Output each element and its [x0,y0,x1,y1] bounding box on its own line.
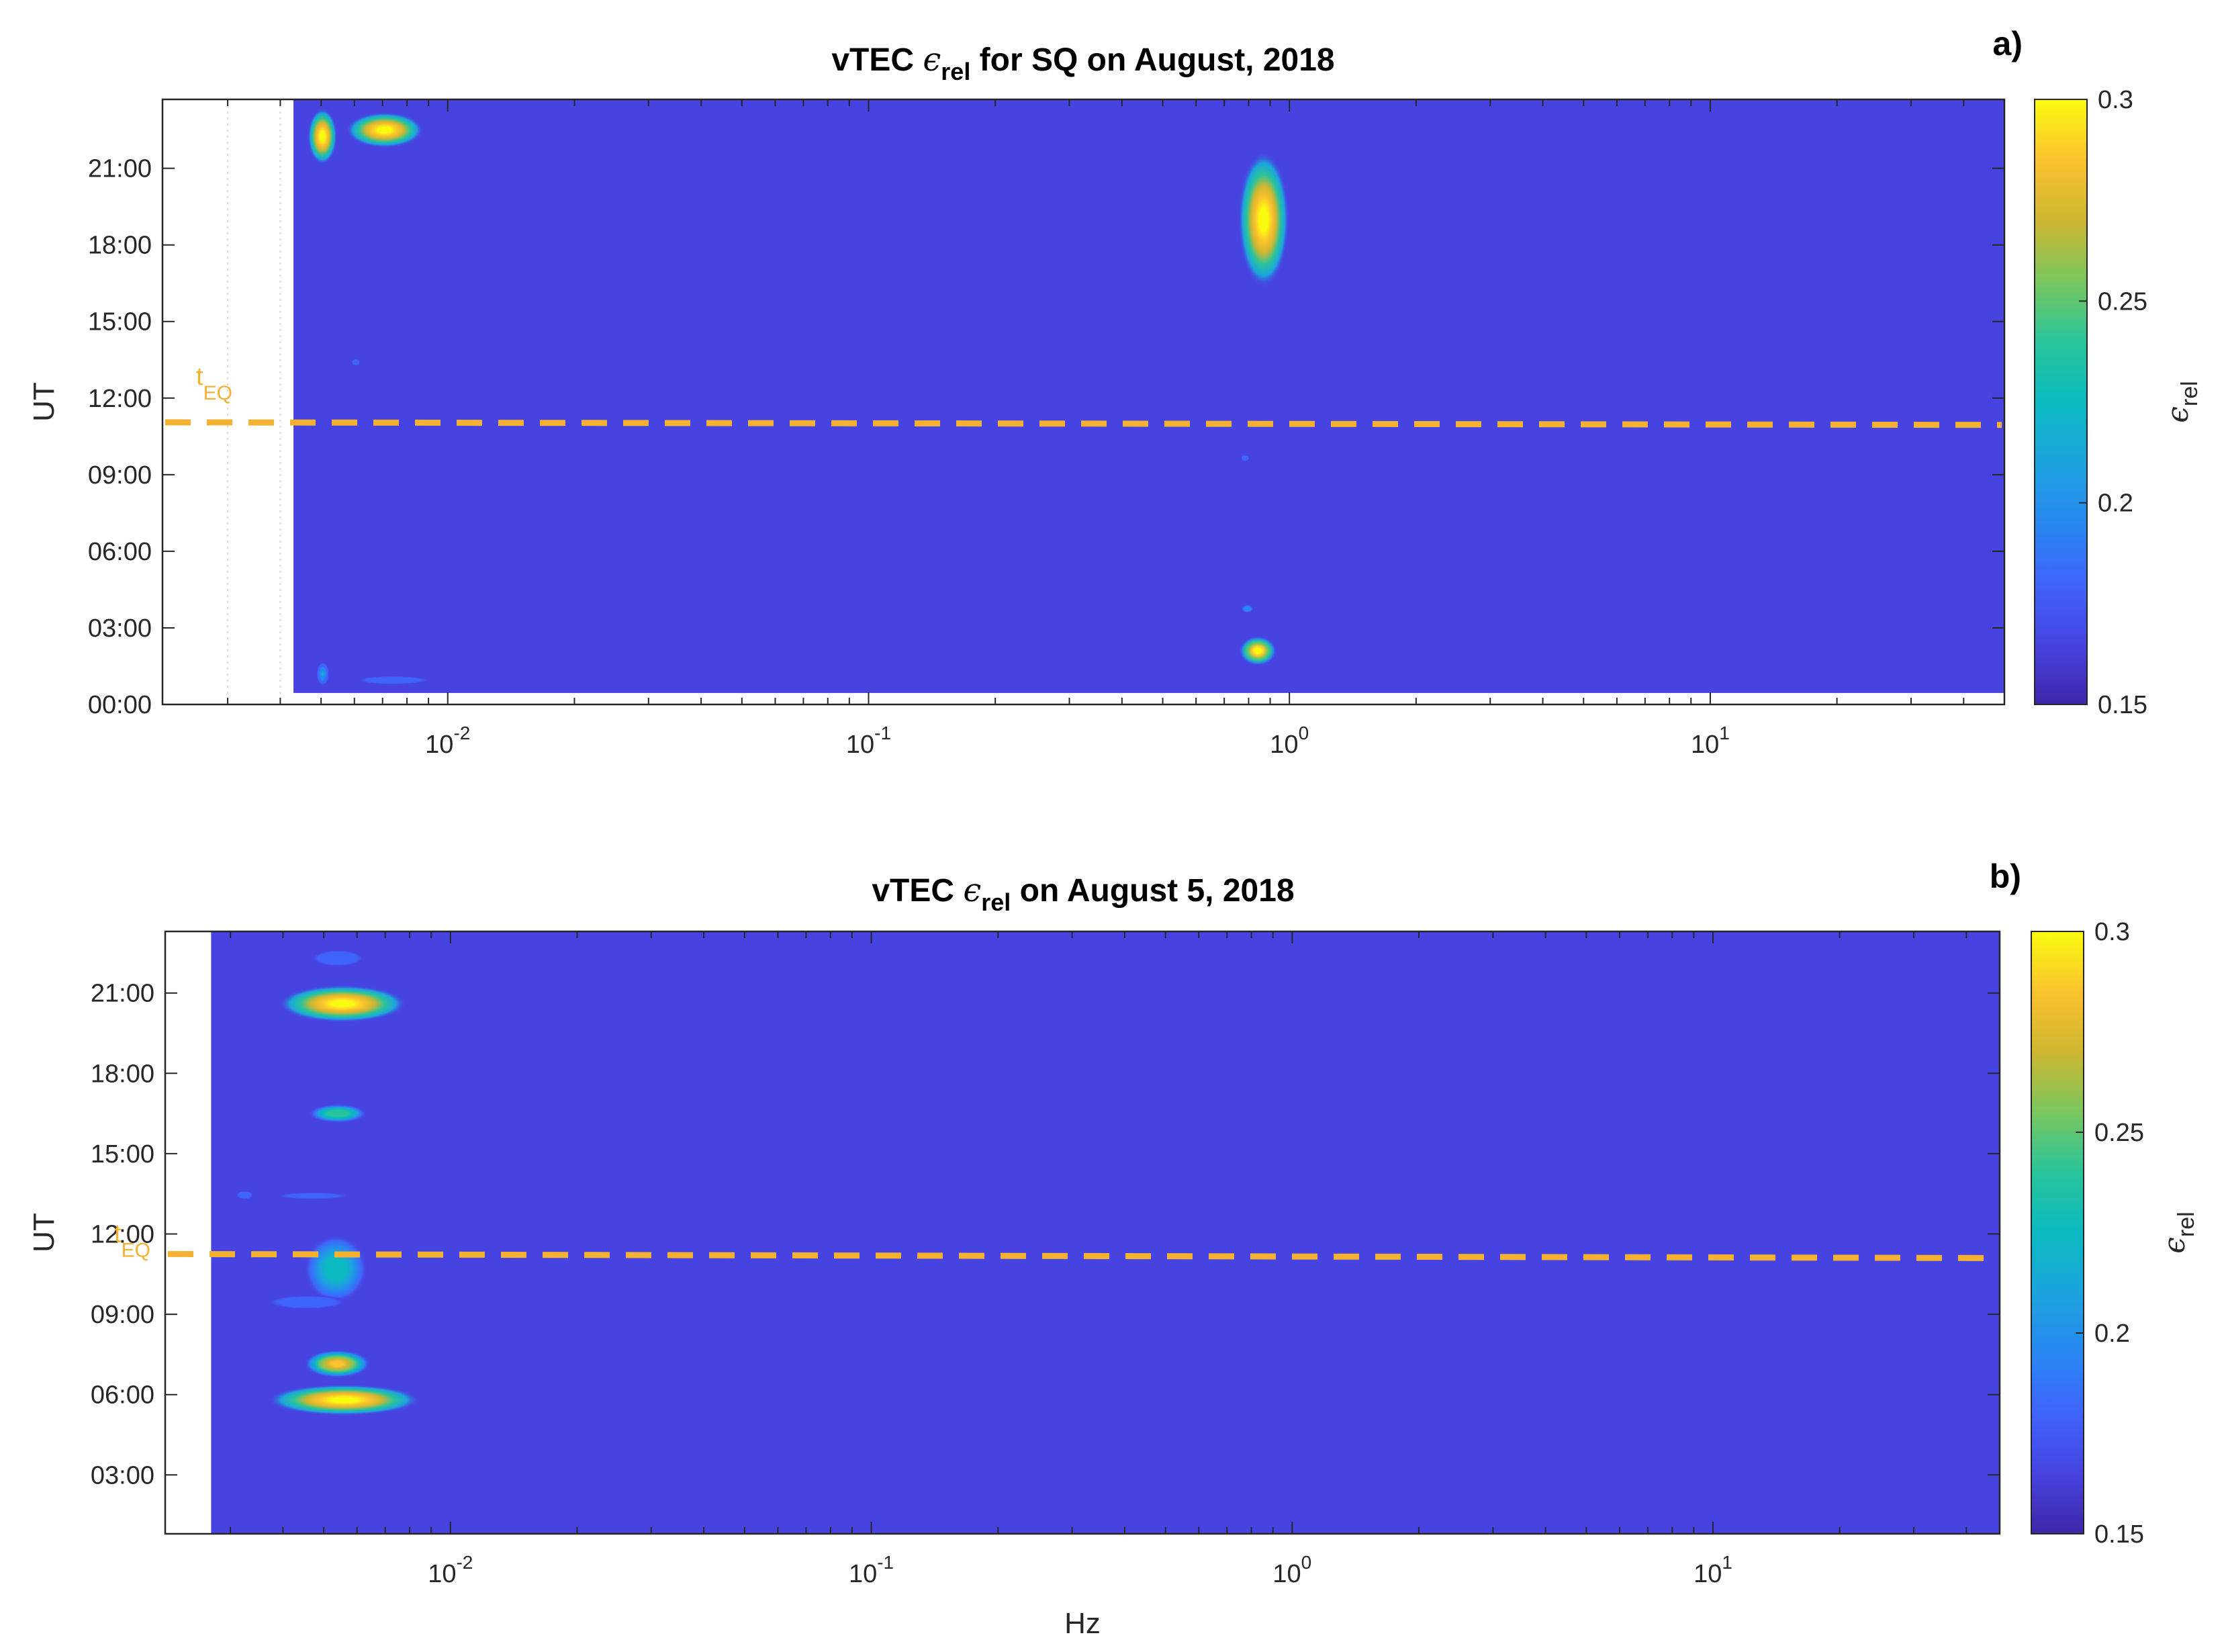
heatmap-hotspot [308,949,367,968]
y-tick-label: 09:00 [88,461,152,490]
heatmap-field [211,931,2000,1534]
heatmap-hotspot [352,675,434,685]
y-axis-label: UT [28,382,60,422]
y-tick-label: 12:00 [91,1220,154,1248]
y-tick-label: 15:00 [91,1140,154,1168]
heatmap-hotspot [316,661,330,686]
heatmap-hotspot [304,1234,367,1303]
heatmap-hotspot [308,1104,367,1123]
x-tick-label: 101 [1691,723,1730,759]
y-tick-label: 09:00 [91,1301,154,1329]
x-tick-label: 101 [1694,1552,1732,1588]
y-tick-label: 06:00 [88,538,152,566]
colorbar-label: ϵrel [2161,381,2202,422]
x-tick-label: 10-2 [425,723,470,759]
axes-box [164,930,2001,1535]
x-tick-label: 100 [1270,723,1309,759]
colorbar [2031,931,2084,1534]
panel-label: b) [1990,858,2021,895]
eq-time-line [165,419,2002,428]
colorbar-tick-label: 0.25 [2098,287,2147,316]
panel-b: 10-2 10-1 100 101 03:00 06:00 09:00 12:00 15:00 1… [28,858,2199,1640]
y-tick-label: 18:00 [91,1060,154,1088]
colorbar-tick-label: 0.25 [2094,1119,2144,1147]
x-axis-label: Hz [1064,1607,1101,1640]
panel-label: a) [1993,25,2023,62]
panel-a: 10-2 10-1 100 101 00:00 03:00 06:00 09:00 12:00 1… [28,25,2202,759]
heatmap-hotspot [235,1190,255,1200]
chart-title: vTEC ϵrel for SQ on August, 2018 [831,41,1334,85]
x-tick-label: 100 [1272,1552,1311,1588]
heatmap-hotspot [304,1350,371,1378]
y-tick-label: 18:00 [88,232,152,260]
heatmap-hotspot [1238,152,1289,287]
heatmap-hotspot [1240,604,1254,614]
heatmap-hotspot [1239,636,1277,666]
eq-time-label: tEQ [196,363,232,404]
heatmap-hotspot [262,1191,364,1201]
y-tick-label: 00:00 [88,691,152,719]
y-tick-label: 03:00 [88,614,152,643]
chart-title: vTEC ϵrel on August 5, 2018 [872,872,1294,916]
colorbar-tick-label: 0.2 [2098,490,2133,518]
y-axis-label: UT [28,1213,60,1252]
eq-time-label: tEQ [114,1220,150,1261]
y-tick-label: 06:00 [91,1381,154,1410]
colorbar [2034,99,2088,705]
y-tick-label: 12:00 [88,385,152,413]
x-tick-label: 10-2 [428,1552,473,1588]
x-tick-label: 10-1 [849,1552,894,1588]
colorbar-tick-label: 0.3 [2098,86,2133,114]
y-tick-label: 21:00 [88,155,152,183]
colorbar-tick-label: 0.15 [2098,691,2147,719]
colorbar-label: ϵrel [2158,1211,2199,1253]
axes-box [161,98,2006,706]
heatmap-hotspot [349,357,363,367]
x-tick-label: 10-1 [846,723,891,759]
heatmap-hotspot [346,112,423,148]
heatmap-hotspot [268,1384,420,1416]
heatmap-hotspot [279,985,406,1023]
colorbar-tick-label: 0.15 [2094,1520,2144,1549]
heatmap-hotspot [1239,453,1252,463]
eq-time-line [167,1250,1998,1261]
y-tick-label: 03:00 [91,1461,154,1489]
heatmap-hotspot [263,1294,351,1310]
heatmap-hotspot [308,108,337,165]
colorbar-tick-label: 0.3 [2094,918,2130,946]
colorbar-tick-label: 0.2 [2094,1320,2130,1348]
heatmap-field [293,99,2004,693]
y-tick-label: 21:00 [91,980,154,1008]
y-tick-label: 15:00 [88,308,152,336]
